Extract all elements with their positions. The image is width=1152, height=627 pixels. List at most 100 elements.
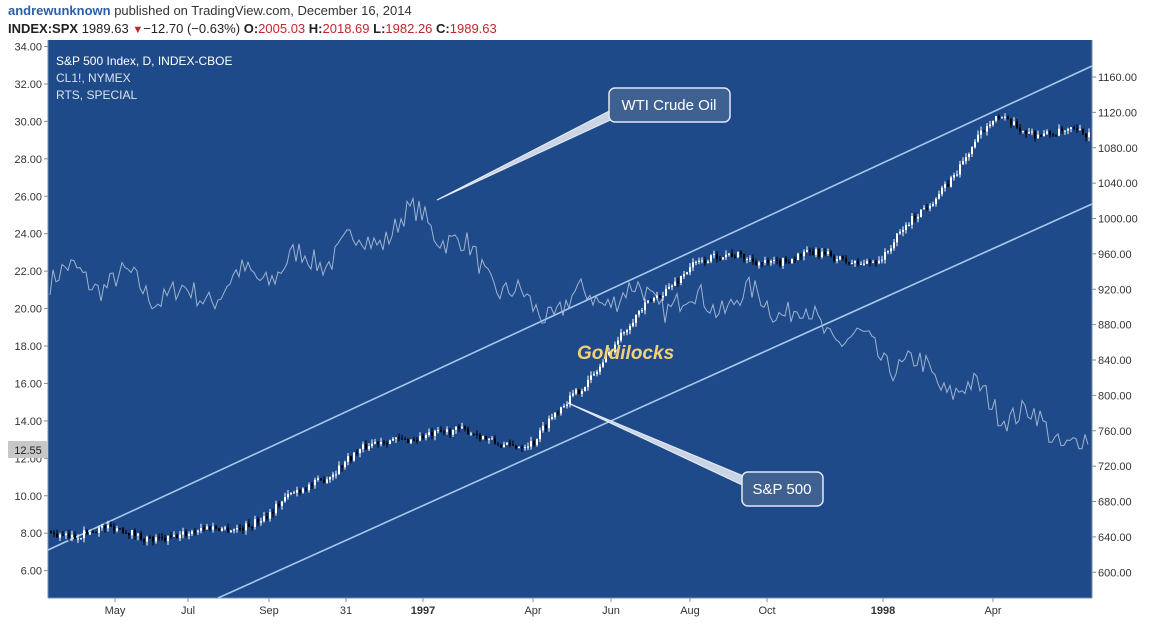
spx-candle [836,255,838,264]
candle-body [50,531,52,533]
spx-candle [809,247,811,256]
candle-body [866,260,868,264]
spx-candle [200,523,202,534]
candle-body [128,532,130,536]
spx-candle [338,461,340,475]
spx-candle [536,438,538,447]
candle-body [824,251,826,254]
candle-body [224,527,226,529]
spx-candle [308,482,310,493]
candle-body [152,537,154,542]
candle-body [884,252,886,260]
time-tick-label: Apr [524,605,541,617]
candle-body [611,351,613,353]
plot-area[interactable] [48,40,1092,598]
candle-body [785,258,787,263]
spx-candle [764,256,766,266]
candle-body [902,229,904,232]
candle-body [848,262,850,264]
candle-body [533,441,535,445]
spx-candle [527,442,529,451]
candle-body [995,116,997,121]
time-tick-label: May [105,605,126,617]
spx-candle [1049,130,1051,138]
candle-body [632,322,634,327]
legend-line-rts: RTS, SPECIAL [56,88,137,102]
candle-body [1058,128,1060,136]
candle-body [89,531,91,535]
left-tick-label: 10.00 [14,491,42,503]
spx-candle [419,432,421,442]
candle-body [911,216,913,225]
spx-candle [458,424,460,433]
spx-candle [77,534,79,543]
candle-body [1067,128,1069,131]
candle-body [272,512,274,514]
candle-body [914,216,916,219]
candle-body [428,432,430,435]
spx-candle [152,535,154,546]
left-tick-label: 6.00 [21,566,42,578]
spx-candle [632,318,634,328]
spx-candle [107,520,109,532]
candle-body [923,207,925,210]
left-tick-label: 26.00 [14,191,42,203]
spx-candle [329,476,331,483]
candle-body [383,442,385,444]
price-change: −12.70 (−0.63%) [143,21,241,36]
spx-candle [983,129,985,133]
spx-candle [134,528,136,540]
candle-body [998,116,1000,119]
candle-body [293,492,295,494]
candle-body [1049,131,1051,135]
spx-candle [410,439,412,445]
spx-candle [293,490,295,494]
candle-body [98,527,100,533]
candle-body [266,516,268,519]
spx-candle [821,248,823,259]
candle-body [980,130,982,135]
candle-body [242,528,244,531]
candle-body [110,525,112,527]
spx-candle [917,213,919,223]
candle-body [386,443,388,445]
spx-callout-label: S&P 500 [753,481,812,498]
oil-callout-box[interactable] [608,87,731,123]
spx-candle [614,341,616,356]
candle-body [719,259,721,261]
right-tick-label: 800.00 [1098,390,1132,402]
spx-candle [1061,126,1063,134]
spx-candle [863,259,865,266]
spx-candle [965,153,967,165]
spx-candle [239,524,241,532]
candle-body [311,484,313,486]
spx-candle [626,328,628,336]
left-price-tag-label: 12.55 [14,445,42,457]
candle-body [365,444,367,450]
candle-body [197,530,199,533]
spx-candle [320,478,322,481]
author-link[interactable]: andrewunknown [8,3,111,18]
spx-candle [446,426,448,435]
spx-candle [203,525,205,532]
candle-body [707,261,709,263]
candle-body [674,281,676,286]
spx-candle [125,529,127,534]
spx-callout-box[interactable] [741,471,824,507]
oil-callout[interactable]: WTI Crude Oil [436,87,731,201]
price-chart[interactable]: 34.00 32.00 30.00 28.00 26.00 24.00 22.00 20.00… [0,40,1152,627]
candle-body [1007,116,1009,119]
spx-candle [968,152,970,161]
channel-upper-line[interactable] [47,65,1093,551]
spx-candle [767,257,769,266]
spx-callout[interactable]: S&P 500 [567,402,824,507]
channel-lower-line[interactable] [217,203,1093,599]
candle-body [620,332,622,341]
spx-candle [251,525,253,531]
spx-candle [287,490,289,500]
spx-candle [686,271,688,275]
right-tick-label: 760.00 [1098,426,1132,438]
candle-body [134,530,136,536]
spx-candle [785,255,787,265]
spx-candle [725,250,727,260]
